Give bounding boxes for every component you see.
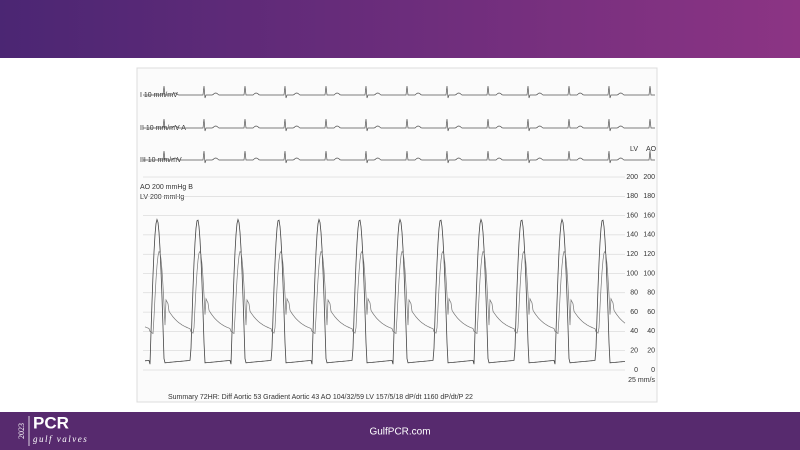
logo-subbrand: gulf valves <box>33 434 88 444</box>
scale-label-ao: 200 <box>643 174 655 181</box>
scale-label-ao: 120 <box>643 251 655 258</box>
scale-label-lv: 160 <box>626 212 638 219</box>
ecg-trace <box>143 150 655 164</box>
scale-label-ao: 40 <box>647 328 655 335</box>
ecg-trace <box>143 118 655 132</box>
ao-trace <box>144 250 626 335</box>
scale-label-lv: 20 <box>630 348 638 355</box>
scale-label-ao: 0 <box>651 367 655 374</box>
scale-label-lv: 80 <box>630 290 638 297</box>
logo-brand: PCR <box>33 413 69 432</box>
scale-label-ao: 160 <box>643 212 655 219</box>
pressure-header: AO <box>646 146 657 153</box>
scale-label-ao: 180 <box>643 193 655 200</box>
channel-label: LV 200 mmHg <box>140 194 184 201</box>
scale-label-lv: 40 <box>630 328 638 335</box>
footer-bar <box>0 412 800 450</box>
scale-label-ao: 140 <box>643 232 655 239</box>
scale-label-lv: 200 <box>626 174 638 181</box>
header-bar <box>0 0 800 58</box>
scale-label-lv: 100 <box>626 270 638 277</box>
scale-label-lv: 60 <box>630 309 638 316</box>
lv-trace <box>144 218 626 365</box>
scale-label-lv: 180 <box>626 193 638 200</box>
scale-label-lv: 140 <box>626 232 638 239</box>
scale-label-ao: 20 <box>647 348 655 355</box>
scale-label-ao: 60 <box>647 309 655 316</box>
scale-label-lv: 0 <box>634 367 638 374</box>
footer-url: GulfPCR.com <box>369 427 430 438</box>
pressure-header: LV <box>630 146 638 153</box>
ecg-trace <box>143 85 655 99</box>
logo-year: 2023 <box>17 423 26 439</box>
speed-label: 25 mm/s <box>628 377 655 384</box>
scale-label-lv: 120 <box>626 251 638 258</box>
summary: Summary 72HR: Diff Aortic 53 Gradient Ao… <box>168 394 473 401</box>
scale-label-ao: 80 <box>647 290 655 297</box>
scale-label-ao: 100 <box>643 270 655 277</box>
channel-label: AO 200 mmHg B <box>140 184 193 191</box>
